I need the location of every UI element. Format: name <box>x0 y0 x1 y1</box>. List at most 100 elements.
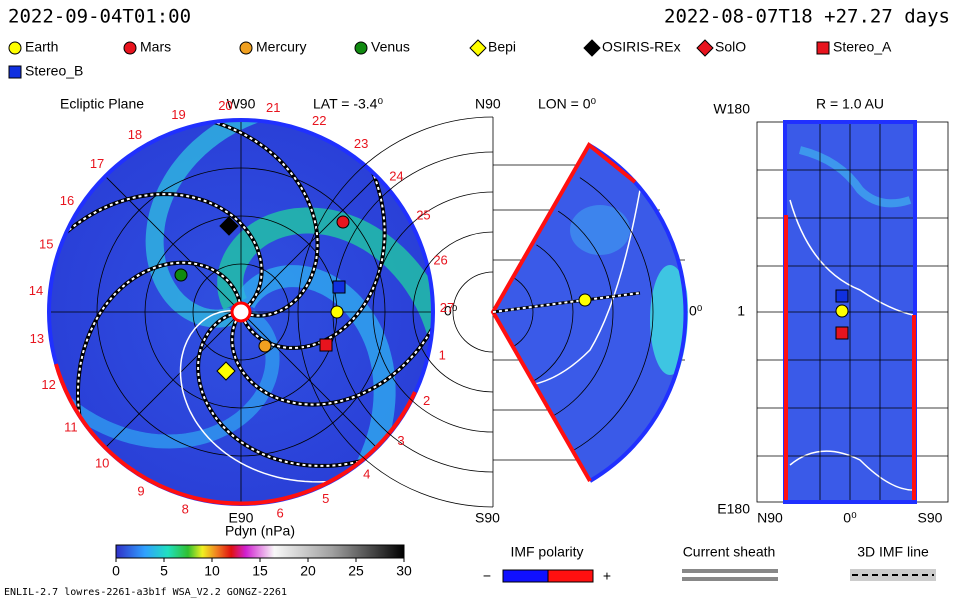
ecliptic-panel: Ecliptic Plane W90 LAT = -3.4⁰ 0⁰ E90 <box>47 96 458 526</box>
body-marker <box>319 338 333 352</box>
carrington-label: 22 <box>312 113 326 128</box>
legend-symbol <box>8 65 22 79</box>
legend-label: Stereo_B <box>25 63 83 79</box>
colorbar-tick-label: 5 <box>160 563 168 579</box>
body-marker <box>216 361 236 381</box>
carrington-label: 17 <box>90 156 104 171</box>
legend-label: Earth <box>25 39 58 55</box>
legend-symbol <box>123 41 137 55</box>
legend-label: Mars <box>140 39 171 55</box>
w90: W90 <box>227 96 256 112</box>
e90: E90 <box>229 510 254 526</box>
imf-line <box>77 261 241 433</box>
minus: − <box>483 568 491 584</box>
lat: LAT = -3.4⁰ <box>313 96 383 112</box>
carrington-label: 18 <box>128 127 142 142</box>
legend-symbol <box>583 39 601 57</box>
imf-line <box>197 313 379 467</box>
colorbar-tick-label: 20 <box>300 563 316 579</box>
carrington-label: 5 <box>322 491 329 506</box>
colorbar-tick-label: 0 <box>112 563 120 579</box>
lon: LON = 0⁰ <box>538 96 597 112</box>
legend-symbol <box>469 39 487 57</box>
carrington-label: 21 <box>266 100 280 115</box>
carrington-label: 19 <box>171 107 185 122</box>
imf-line <box>231 313 433 406</box>
carrington-label: 2 <box>423 393 430 408</box>
sphere-title: R = 1.0 AU <box>816 96 884 112</box>
sun <box>230 301 252 323</box>
carrington-label: 1 <box>439 348 446 363</box>
carrington-label: 23 <box>354 136 368 151</box>
w180: W180 <box>713 101 750 117</box>
legend-label: Stereo_A <box>833 39 892 55</box>
header-left: 2022-09-04T01:00 <box>8 6 191 28</box>
colorbar-tick-label: 30 <box>396 563 412 579</box>
carrington-label: 3 <box>397 433 404 448</box>
legend-symbol <box>8 41 22 55</box>
body-marker <box>330 305 344 319</box>
earth-marker <box>578 293 592 307</box>
s90: S90 <box>918 510 943 526</box>
carrington-label: 13 <box>30 331 44 346</box>
legend-label: Venus <box>371 39 410 55</box>
body-marker <box>336 215 350 229</box>
keys: IMF polarity − + Current sheath 3D IMF l… <box>483 544 936 584</box>
stream <box>235 265 396 472</box>
sector-boundary <box>179 310 350 483</box>
stream <box>145 120 260 328</box>
imf-line-key-title: 3D IMF line <box>857 544 929 560</box>
carrington-label: 24 <box>389 168 403 183</box>
carrington-label: 25 <box>416 208 430 223</box>
legend: Earth Mars Mercury Venus Bepi OSIRIS-REx SolO S… <box>8 39 892 79</box>
carrington-label: 15 <box>39 236 53 251</box>
n90: N90 <box>757 510 783 526</box>
legend-symbol <box>696 39 714 57</box>
colorbar-title: Pdyn (nPa) <box>225 523 295 539</box>
legend-symbol <box>239 41 253 55</box>
carrington-label: 10 <box>95 456 109 471</box>
carrington-label: 6 <box>277 506 284 521</box>
sphere-panel: W180 R = 1.0 AU 1 E180 N90 0⁰ S90 <box>713 96 949 526</box>
carrington-label: 12 <box>41 377 55 392</box>
carrington-label: 27 <box>440 300 454 315</box>
legend-label: Bepi <box>488 39 516 55</box>
carrington-label: 26 <box>433 252 447 267</box>
body-marker <box>219 216 239 236</box>
footer: ENLIL-2.7 lowres-2261-a3b1f WSA_V2.2 GON… <box>4 587 287 598</box>
legend-label: SolO <box>715 39 746 55</box>
legend-label: Mercury <box>256 39 307 55</box>
mid-label: 1 <box>737 303 745 319</box>
carrington-label: 9 <box>137 484 144 499</box>
plus: + <box>603 568 611 584</box>
legend-symbol <box>354 41 368 55</box>
ecliptic-title: Ecliptic Plane <box>60 96 144 112</box>
colorbar-tick-label: 10 <box>204 563 220 579</box>
sheath-key-title: Current sheath <box>683 544 776 560</box>
stream <box>217 207 433 334</box>
body-marker <box>332 280 346 294</box>
imf-key-title: IMF polarity <box>510 544 583 560</box>
header-right: 2022-08-07T18 +27.27 days <box>664 6 950 28</box>
s90: S90 <box>475 510 500 526</box>
n90: N90 <box>475 96 501 112</box>
polarity-arc <box>54 363 417 506</box>
zero-label: 0⁰ <box>843 510 857 526</box>
body-marker <box>258 339 272 353</box>
colorbar-tick-label: 25 <box>348 563 364 579</box>
imf-line <box>53 193 263 307</box>
legend-label: OSIRIS-REx <box>602 39 681 55</box>
carrington-label: 14 <box>29 283 43 298</box>
colorbar-tick-label: 15 <box>252 563 268 579</box>
legend-symbol <box>816 41 830 55</box>
carrington-label: 8 <box>182 502 189 517</box>
carrington-label: 4 <box>363 467 370 482</box>
e180: E180 <box>717 501 750 517</box>
carrington-label: 20 <box>218 98 232 113</box>
carrington-label: 16 <box>60 193 74 208</box>
imf-line <box>197 120 319 317</box>
carrington-label: 11 <box>64 420 78 435</box>
colorbar: Pdyn (nPa) 0 5 10 15 20 25 30 <box>112 523 412 579</box>
body-marker <box>174 268 188 282</box>
